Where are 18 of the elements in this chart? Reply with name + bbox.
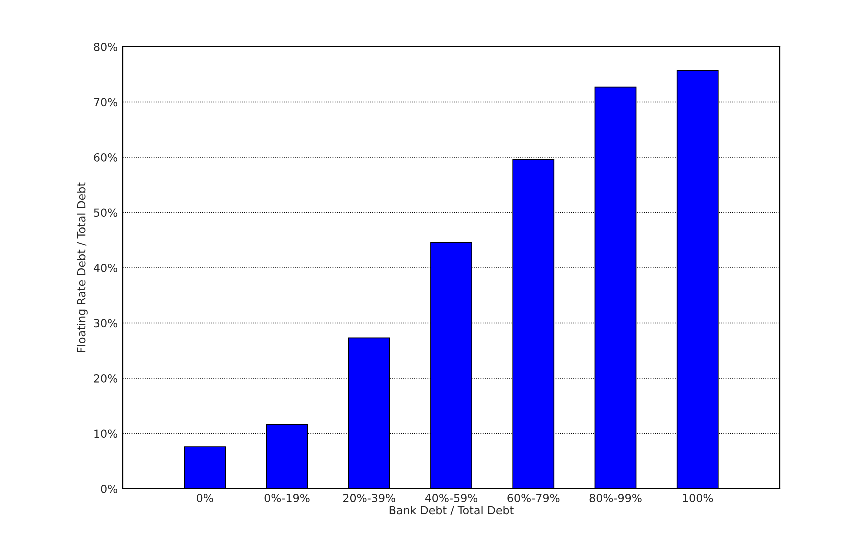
x-tick-label: 40%-59%	[425, 494, 478, 502]
x-tick-label: 60%-79%	[508, 494, 560, 502]
y-tick-label: 40%	[94, 264, 118, 272]
x-tick-label: 20%-39%	[343, 494, 396, 502]
x-tick-label: 80%-99%	[590, 494, 642, 502]
x-axis-title: Bank Debt / Total Debt	[390, 506, 514, 516]
y-tick-label: 0%	[101, 484, 118, 494]
y-tick-label: 20%	[94, 374, 118, 383]
y-axis-title: Floating Rate Debt / Total Debt	[77, 182, 88, 352]
y-tick-label: 60%	[94, 153, 118, 162]
y-tick-label: 50%	[94, 208, 118, 218]
y-tick-label: 30%	[94, 319, 118, 328]
x-tick-label: 0%	[197, 494, 214, 502]
x-tick-label: 100%	[683, 494, 714, 502]
x-tick-label: 0%-19%	[264, 494, 310, 502]
y-tick-label: 70%	[94, 98, 118, 107]
y-tick-label: 10%	[94, 430, 118, 438]
y-tick-label: 80%	[94, 42, 118, 52]
